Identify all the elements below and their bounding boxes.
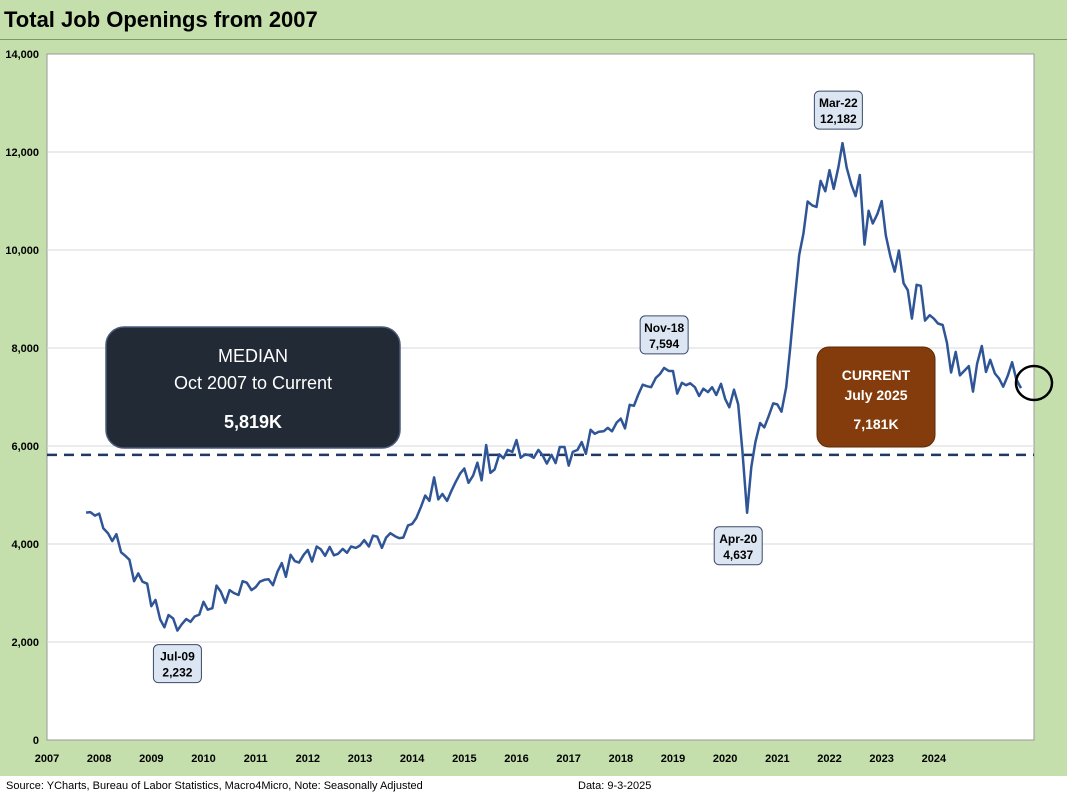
callout-nov-18: Nov-18 7,594 xyxy=(639,315,689,355)
current-highlight-circle xyxy=(1014,364,1054,402)
x-tick-label: 2017 xyxy=(556,753,580,765)
x-tick-label: 2016 xyxy=(504,753,528,765)
current-box: CURRENT July 2025 7,181K xyxy=(816,346,936,448)
callout-jul-09: Jul-09 2,232 xyxy=(152,644,202,684)
x-tick-label: 2021 xyxy=(765,753,789,765)
callout-value: 12,182 xyxy=(820,112,857,126)
median-box-value: 5,819K xyxy=(224,412,282,432)
x-tick-label: 2015 xyxy=(452,753,476,765)
x-tick-label: 2007 xyxy=(35,753,59,765)
current-box-value: 7,181K xyxy=(853,416,898,432)
x-tick-label: 2024 xyxy=(922,753,947,765)
callout-value: 7,594 xyxy=(649,337,679,351)
y-tick-label: 10,000 xyxy=(5,245,39,257)
y-tick-label: 0 xyxy=(33,735,39,747)
callout-date: Mar-22 xyxy=(819,96,858,110)
footer: Source: YCharts, Bureau of Labor Statist… xyxy=(0,776,1067,799)
median-box: MEDIAN Oct 2007 to Current 5,819K xyxy=(105,326,401,449)
x-tick-label: 2020 xyxy=(713,753,737,765)
x-tick-label: 2012 xyxy=(296,753,320,765)
callout-date: Apr-20 xyxy=(719,532,757,546)
current-box-bg xyxy=(816,346,936,448)
x-tick-label: 2009 xyxy=(139,753,163,765)
y-tick-label: 6,000 xyxy=(11,441,39,453)
callout-value: 2,232 xyxy=(162,666,192,680)
median-box-line2: Oct 2007 to Current xyxy=(174,373,332,393)
y-tick-label: 12,000 xyxy=(5,147,39,159)
x-tick-label: 2022 xyxy=(817,753,841,765)
x-axis-ticks: 2007 2008 2009 2010 2011 2012 2013 2014 2015 2016… xyxy=(35,753,947,765)
callout-apr-20: Apr-20 4,637 xyxy=(713,526,763,566)
x-tick-label: 2008 xyxy=(87,753,111,765)
callout-value: 4,637 xyxy=(723,548,753,562)
callout-box xyxy=(813,90,863,130)
y-tick-label: 4,000 xyxy=(11,539,39,551)
x-tick-label: 2011 xyxy=(244,753,268,765)
callout-box xyxy=(152,644,202,684)
current-box-line2: July 2025 xyxy=(844,387,907,403)
x-tick-label: 2019 xyxy=(661,753,685,765)
y-axis-ticks: 0 2,000 4,000 6,000 8,000 10,000 12,000 14,000 xyxy=(5,49,39,747)
median-box-line1: MEDIAN xyxy=(218,346,288,366)
y-tick-label: 14,000 xyxy=(5,49,39,61)
x-tick-label: 2010 xyxy=(191,753,215,765)
title-bar: Total Job Openings from 2007 xyxy=(0,0,1067,40)
x-tick-label: 2014 xyxy=(400,753,425,765)
callout-date: Jul-09 xyxy=(160,650,195,664)
data-date: Data: 9-3-2025 xyxy=(578,780,652,792)
median-box-bg xyxy=(105,326,401,449)
current-box-line1: CURRENT xyxy=(842,367,911,383)
callouts: Jul-09 2,232 Nov-18 7,594 Apr-20 4,637 Mar-22 1… xyxy=(152,90,863,684)
x-tick-label: 2023 xyxy=(869,753,893,765)
callout-box xyxy=(639,315,689,355)
x-tick-label: 2013 xyxy=(348,753,372,765)
source-note: Source: YCharts, Bureau of Labor Statist… xyxy=(6,780,423,792)
x-tick-label: 2018 xyxy=(609,753,633,765)
callout-box xyxy=(713,526,763,566)
callout-date: Nov-18 xyxy=(644,321,684,335)
job-openings-line xyxy=(85,141,1023,632)
y-tick-label: 2,000 xyxy=(11,637,39,649)
y-tick-label: 8,000 xyxy=(11,343,39,355)
chart-title: Total Job Openings from 2007 xyxy=(4,7,318,32)
callout-mar-22: Mar-22 12,182 xyxy=(813,90,863,130)
